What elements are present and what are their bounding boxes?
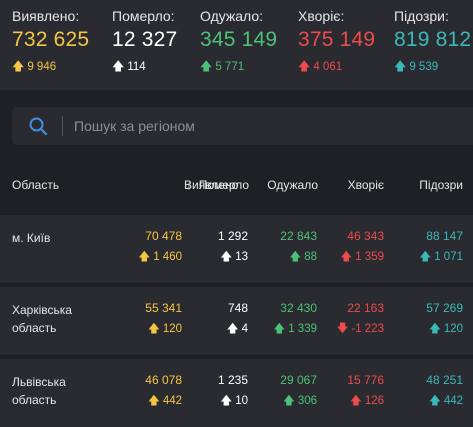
row-died: 1 292 xyxy=(217,229,248,243)
arrow-up-icon: 🡅 xyxy=(349,395,362,407)
stat-recovered-value: 345 149 xyxy=(200,28,278,51)
row-detected: 70 478 xyxy=(145,229,182,243)
stat-suspected-delta: 9 539 xyxy=(409,61,439,73)
stat-sick-delta: 4 061 xyxy=(313,61,343,73)
arrow-up-icon: 🡅 xyxy=(220,395,233,407)
arrow-up-icon: 🡅 xyxy=(289,251,302,263)
sort-down-icon: ↓ xyxy=(186,178,192,192)
table-row[interactable]: Львівська область 46 078 🡅 442 1 235 🡅 10 … xyxy=(0,359,473,427)
col-sick[interactable]: Хворіє xyxy=(347,178,384,192)
arrow-up-icon: 🡅 xyxy=(220,251,233,263)
row-detected: 55 341 xyxy=(145,301,182,315)
row-recovered-delta: 1 339 xyxy=(288,323,317,335)
row-suspected: 88 147 xyxy=(426,229,463,243)
arrow-up-icon: 🡅 xyxy=(428,323,441,335)
arrow-up-icon: 🡅 xyxy=(273,323,286,335)
row-detected-delta: 442 xyxy=(162,395,182,407)
row-region: Харківська область xyxy=(12,303,72,335)
arrow-up-icon: 🡅 xyxy=(147,395,160,407)
col-suspected[interactable]: Підозри xyxy=(419,178,463,192)
stat-died-value: 12 327 xyxy=(112,28,178,51)
search-icon[interactable] xyxy=(28,116,48,136)
row-detected-delta: 1 460 xyxy=(153,251,182,263)
col-region[interactable]: Область xyxy=(12,178,60,192)
stat-died: Померло: 12 327 🡅 114 xyxy=(112,8,177,78)
stat-sick: Хворіє: 375 149 🡅 4 061 xyxy=(298,8,375,78)
table-row[interactable]: Харківська область 55 341 🡅 120 748 🡅 4 32… xyxy=(0,287,473,355)
stat-suspected-label: Підозри: xyxy=(394,8,449,24)
col-recovered[interactable]: Одужало xyxy=(267,178,318,192)
arrow-up-icon: 🡅 xyxy=(419,251,432,263)
region-search[interactable]: Пошук за регіоном xyxy=(12,107,473,145)
row-died: 1 235 xyxy=(217,373,248,387)
row-suspected: 57 269 xyxy=(426,301,463,315)
row-died-delta: 4 xyxy=(241,323,248,335)
summary-bar: Виявлено: 732 625 🡅 9 946 Померло: 12 327… xyxy=(0,0,473,90)
row-sick: 46 343 xyxy=(347,229,384,243)
row-died: 748 xyxy=(227,301,248,315)
stat-detected-label: Виявлено: xyxy=(12,8,80,24)
stat-detected: Виявлено: 732 625 🡅 9 946 xyxy=(12,8,89,78)
stat-died-label: Померло: xyxy=(112,8,175,24)
stat-recovered-label: Одужало: xyxy=(200,8,264,24)
row-sick-delta: 1 359 xyxy=(355,251,384,263)
row-detected-delta: 120 xyxy=(162,323,182,335)
col-detected-label: Виявлено xyxy=(184,178,239,192)
table-header: Область Виявлено ↓ Померло Одужало Хворіє… xyxy=(0,178,473,194)
row-recovered: 22 843 xyxy=(280,229,317,243)
stat-suspected-value: 819 812 xyxy=(394,28,472,51)
stat-detected-delta: 9 946 xyxy=(27,61,57,73)
row-recovered-delta: 306 xyxy=(297,395,317,407)
row-detected: 46 078 xyxy=(145,373,182,387)
arrow-up-icon: 🡅 xyxy=(147,323,160,335)
row-sick: 22 163 xyxy=(347,301,384,315)
arrow-up-icon: 🡅 xyxy=(340,251,353,263)
stat-detected-value: 732 625 xyxy=(12,28,90,51)
stat-sick-value: 375 149 xyxy=(298,28,376,51)
arrow-up-icon: 🡅 xyxy=(298,59,311,73)
stat-died-delta: 114 xyxy=(127,61,146,73)
arrow-down-icon: 🡇 xyxy=(336,323,349,335)
row-recovered: 29 067 xyxy=(280,373,317,387)
arrow-up-icon: 🡅 xyxy=(12,59,25,73)
row-suspected: 48 251 xyxy=(426,373,463,387)
row-region: м. Київ xyxy=(12,231,51,245)
col-died[interactable]: Померло xyxy=(198,178,249,192)
arrow-up-icon: 🡅 xyxy=(200,59,213,73)
row-sick-delta: -1 223 xyxy=(351,323,384,335)
arrow-up-icon: 🡅 xyxy=(138,251,151,263)
arrow-up-icon: 🡅 xyxy=(282,395,295,407)
stat-recovered-delta: 5 771 xyxy=(215,61,245,73)
stat-suspected: Підозри: 819 812 🡅 9 539 xyxy=(394,8,471,78)
arrow-up-icon: 🡅 xyxy=(394,59,407,73)
row-died-delta: 10 xyxy=(235,395,248,407)
search-input[interactable]: Пошук за регіоном xyxy=(74,118,195,134)
arrow-up-icon: 🡅 xyxy=(226,323,239,335)
row-region: Львівська область xyxy=(12,375,66,407)
arrow-up-icon: 🡅 xyxy=(112,59,125,73)
row-suspected-delta: 120 xyxy=(443,323,463,335)
stat-sick-label: Хворіє: xyxy=(298,8,345,24)
row-suspected-delta: 442 xyxy=(443,395,463,407)
row-suspected-delta: 1 071 xyxy=(434,251,463,263)
row-sick-delta: 126 xyxy=(364,395,384,407)
row-sick: 15 776 xyxy=(347,373,384,387)
table-row[interactable]: м. Київ 70 478 🡅 1 460 1 292 🡅 13 22 843 🡅… xyxy=(0,215,473,283)
search-divider xyxy=(62,116,63,136)
stat-recovered: Одужало: 345 149 🡅 5 771 xyxy=(200,8,277,78)
row-recovered: 32 430 xyxy=(280,301,317,315)
row-recovered-delta: 88 xyxy=(304,251,317,263)
arrow-up-icon: 🡅 xyxy=(428,395,441,407)
row-died-delta: 13 xyxy=(235,251,248,263)
